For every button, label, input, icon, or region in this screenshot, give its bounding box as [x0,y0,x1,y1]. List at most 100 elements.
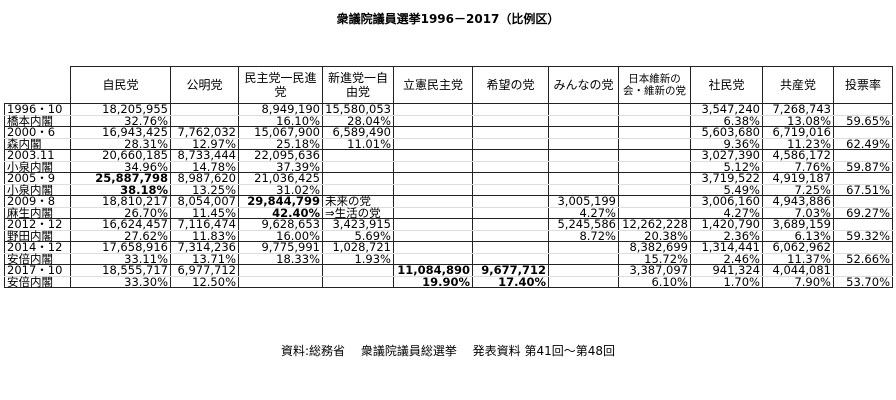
vote-share [393,184,473,196]
vote-share [393,138,473,150]
vote-count [393,149,473,162]
vote-share: 33.30% [70,276,171,288]
vote-count [618,103,691,116]
vote-share: 19.90% [393,276,473,288]
vote-count: 3,719,522 [690,172,763,185]
vote-share [472,138,549,150]
table-row: 2000・6 16,943,425 7,762,032 15,067,900 6,589… [4,126,893,139]
vote-share [472,207,549,219]
vote-count: 5,245,586 [548,218,619,231]
vote-share: 7.90% [762,276,834,288]
election-date: 2009・8 [4,195,71,208]
vote-count [618,126,691,139]
column-header: 立憲民主党 [393,66,473,104]
vote-count [393,195,473,208]
table-row: 1996・10 18,205,955 8,949,190 15,580,053 3,54… [4,103,893,116]
election-date: 2005・9 [4,172,71,185]
vote-count: 18,205,955 [70,103,171,116]
table-row: 森内閣 28.31% 12.97% 25.18% 11.01% 9.36% 11.23% 62… [4,138,893,150]
turnout-cell [833,103,893,116]
vote-count [472,103,549,116]
vote-count [618,195,691,208]
vote-share: 12.50% [170,276,239,288]
table-row: 野田内閣 27.62% 11.83% 16.00% 5.69% 8.72% 20.38% 2.… [4,230,893,242]
vote-count [618,149,691,162]
vote-share: 18.33% [238,253,323,265]
table-row: 2012・12 16,624,457 7,116,474 9,628,653 3,423… [4,218,893,231]
header-row: 自民党 公明党 民主党一民進党 新進党一自由党 立憲民主党 希望の党 みんなの党 日本維新の会… [4,66,893,104]
election-date: 1996・10 [4,103,71,116]
vote-share [548,253,619,265]
vote-count: 8,987,620 [170,172,239,185]
table-row: 2014・12 17,658,916 7,314,236 9,775,991 1,028… [4,241,893,254]
vote-share: 11.01% [322,138,394,150]
vote-count [472,149,549,162]
turnout: 53.70% [833,276,893,288]
vote-share: 8.72% [548,230,619,242]
vote-share [472,115,549,127]
vote-share: 17.40% [472,276,549,288]
table-row: 2017・10 18,555,717 6,977,712 11,084,890 9,67… [4,264,893,277]
vote-share: 1.93% [322,253,394,265]
vote-count: 25,887,798 [70,172,171,185]
column-header: みんなの党 [548,66,619,104]
turnout-cell [833,172,893,185]
column-header: 自民党 [70,66,171,104]
vote-count: 8,733,444 [170,149,239,162]
column-header: 希望の党 [472,66,549,104]
vote-count [393,218,473,231]
vote-count: 5,603,680 [690,126,763,139]
vote-share: 6.10% [618,276,691,288]
vote-count: 4,919,187 [762,172,834,185]
vote-count [548,126,619,139]
turnout-cell [833,195,893,208]
vote-share [472,161,549,173]
vote-count: 7,314,236 [170,241,239,254]
vote-share [472,184,549,196]
turnout: 59.32% [833,230,893,242]
vote-share [548,276,619,288]
table-row: 2003.11 20,660,185 8,733,444 22,095,636 3,02… [4,149,893,162]
table-row: 小泉内閣 38.18% 13.25% 31.02% 5.49% 7.25% 67.51% [4,184,893,196]
vote-count [548,103,619,116]
vote-count [322,264,394,277]
vote-count [393,103,473,116]
vote-share [238,276,323,288]
cabinet-name: 安倍内閣 [4,276,71,288]
vote-count [472,241,549,254]
column-header: 投票率 [833,66,893,104]
vote-share [548,161,619,173]
column-header: 民主党一民進党 [238,66,323,104]
turnout: 62.49% [833,138,893,150]
vote-count [170,103,239,116]
vote-share [472,230,549,242]
vote-count: 6,977,712 [170,264,239,277]
vote-share [618,161,691,173]
vote-share [322,161,394,173]
election-date: 2000・6 [4,126,71,139]
vote-count: 3,689,159 [762,218,834,231]
vote-count: 未来の党 [322,195,394,208]
vote-count [322,172,394,185]
page-title: 衆議院議員選挙1996－2017（比例区） [336,12,560,26]
vote-share [322,276,394,288]
source-note: 資料:総務省 衆議院議員総選挙 発表資料 第41回～第48回 [280,344,616,358]
vote-count [472,195,549,208]
turnout: 69.27% [833,207,893,219]
vote-count [472,218,549,231]
vote-share [393,161,473,173]
turnout: 52.66% [833,253,893,265]
table-row: 安倍内閣 33.30% 12.50% 19.90% 17.40% 6.10% 1.70% 7.… [4,276,893,288]
vote-count: 7,762,032 [170,126,239,139]
vote-share [548,115,619,127]
vote-count [548,264,619,277]
vote-count [548,149,619,162]
vote-count [548,172,619,185]
vote-count: 12,262,228 [618,218,691,231]
turnout: 67.51% [833,184,893,196]
vote-share [618,184,691,196]
vote-count [548,241,619,254]
column-header: 新進党一自由党 [322,66,394,104]
corner-cell [4,66,71,104]
turnout-cell [833,149,893,162]
